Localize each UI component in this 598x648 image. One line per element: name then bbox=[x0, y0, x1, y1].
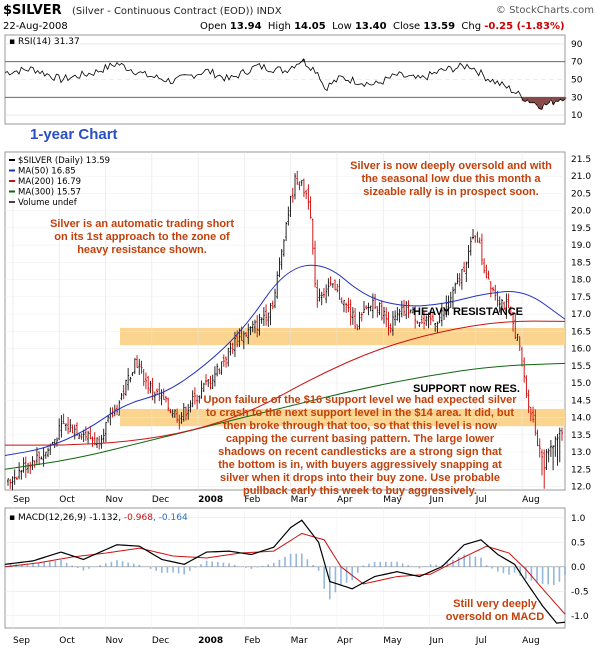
price-tick-label: 20.5 bbox=[571, 189, 591, 199]
rsi-oversold-fill bbox=[521, 97, 567, 110]
heavy-resistance-band bbox=[120, 327, 565, 346]
macd-histogram-value: , -0.164 bbox=[153, 513, 188, 523]
one-year-chart-label: 1-year Chart bbox=[30, 126, 118, 143]
macd-month-label: Sep bbox=[13, 636, 30, 646]
macd-month-label: Jun bbox=[429, 636, 444, 646]
price-tick-label: 16.5 bbox=[571, 327, 591, 337]
month-label: Mar bbox=[291, 495, 308, 505]
macd-month-label: Oct bbox=[59, 636, 75, 646]
price-tick-label: 21.5 bbox=[571, 155, 591, 165]
ma50-line bbox=[4, 264, 566, 457]
macd-tick-label: 0.0 bbox=[571, 563, 586, 573]
macd-tick-label: 1.0 bbox=[571, 514, 586, 524]
chg-value: -0.25 (-1.83%) bbox=[484, 21, 565, 32]
low-label: Low bbox=[332, 21, 352, 32]
price-tick-label: 14.5 bbox=[571, 396, 591, 406]
macd-month-label: Mar bbox=[291, 636, 308, 646]
legend-item: Volume undef bbox=[18, 198, 78, 208]
price-tick-label: 12.0 bbox=[571, 483, 591, 493]
price-tick-label: 17.0 bbox=[571, 310, 591, 320]
macd-line bbox=[4, 519, 566, 624]
month-label: Aug bbox=[522, 495, 540, 505]
month-label: Feb bbox=[244, 495, 260, 505]
brand-label[interactable]: © StockCharts.com bbox=[495, 5, 594, 16]
legend-item: MA(300) 15.57 bbox=[18, 188, 81, 198]
open-label: Open bbox=[200, 21, 227, 32]
price-tick-label: 20.0 bbox=[571, 207, 591, 217]
high-value: 14.05 bbox=[294, 21, 326, 32]
month-label: Nov bbox=[106, 495, 124, 505]
price-tick-label: 13.0 bbox=[571, 448, 591, 458]
close-label: Close bbox=[392, 21, 421, 32]
price-tick-label: 17.5 bbox=[571, 293, 591, 303]
price-tick-label: 16.0 bbox=[571, 345, 591, 355]
note-macd: Still very deeply oversold on MACD bbox=[445, 598, 545, 623]
month-label: Jun bbox=[429, 495, 444, 505]
month-label: Oct bbox=[59, 495, 75, 505]
chart-header: $SILVER (Silver - Continuous Contract (E… bbox=[0, 0, 598, 34]
price-tick-label: 21.0 bbox=[571, 172, 591, 182]
note-trading-short: Silver is an automatic trading short on … bbox=[50, 218, 234, 256]
rsi-label: ▪ RSI(14) 31.37 bbox=[9, 37, 80, 47]
close-value: 13.59 bbox=[423, 21, 456, 32]
price-tick-label: 13.5 bbox=[571, 431, 591, 441]
macd-month-label: May bbox=[383, 636, 402, 646]
low-value: 13.40 bbox=[354, 21, 387, 32]
price-tick-label: 15.5 bbox=[571, 362, 591, 372]
price-tick-label: 19.0 bbox=[571, 241, 591, 251]
macd-signal-value: -0.968 bbox=[124, 513, 153, 523]
ma300-line bbox=[4, 362, 566, 470]
symbol-description: (Silver - Continuous Contract (EOD)) IND… bbox=[72, 6, 282, 17]
macd-label-name: ▪ MACD(12,26,9) bbox=[9, 513, 89, 523]
symbol-title: $SILVER bbox=[3, 3, 62, 18]
macd-month-label: Jul bbox=[475, 636, 487, 646]
chart-date: 22-Aug-2008 bbox=[3, 21, 68, 32]
macd-value: -1.132, bbox=[89, 513, 124, 523]
price-tick-label: 14.0 bbox=[571, 414, 591, 424]
month-label: 2008 bbox=[198, 495, 223, 505]
note-support-failure: Upon failure of the $16 support level we… bbox=[203, 394, 517, 497]
macd-signal-line bbox=[4, 532, 566, 615]
month-label: Jul bbox=[475, 495, 487, 505]
ohlc-quote: Open 13.94 High 14.05 Low 13.40 Close 13… bbox=[200, 21, 565, 32]
macd-month-label: Aug bbox=[522, 636, 540, 646]
rsi-tick-label: 70 bbox=[571, 58, 583, 68]
macd-month-label: Nov bbox=[106, 636, 124, 646]
note-oversold: Silver is now deeply oversold and with t… bbox=[350, 160, 552, 198]
price-tick-label: 18.0 bbox=[571, 276, 591, 286]
macd-tick-label: 0.5 bbox=[571, 538, 585, 548]
macd-label: ▪ MACD(12,26,9) -1.132, -0.968, -0.164 bbox=[9, 513, 188, 523]
month-label: Dec bbox=[152, 495, 169, 505]
chg-label: Chg bbox=[461, 21, 482, 32]
high-label: High bbox=[267, 21, 291, 32]
price-panel-frame bbox=[4, 151, 566, 491]
open-value: 13.94 bbox=[229, 21, 262, 32]
price-tick-label: 18.5 bbox=[571, 258, 591, 268]
heavy-resistance-label: HEAVY RESISTANCE bbox=[413, 306, 524, 318]
support-resistance-label: SUPPORT now RES. bbox=[413, 383, 520, 395]
month-label: Sep bbox=[13, 495, 30, 505]
rsi-line bbox=[4, 58, 566, 110]
price-tick-label: 19.5 bbox=[571, 224, 591, 234]
macd-panel-frame bbox=[4, 507, 566, 629]
rsi-tick-label: 50 bbox=[571, 76, 583, 86]
macd-month-label: Dec bbox=[152, 636, 169, 646]
legend-item: MA(200) 16.79 bbox=[18, 177, 81, 187]
rsi-tick-label: 90 bbox=[571, 40, 583, 50]
legend-item: MA(50) 16.85 bbox=[18, 167, 76, 177]
macd-month-label: Feb bbox=[244, 636, 260, 646]
macd-month-label: Apr bbox=[337, 636, 353, 646]
legend-item: $SILVER (Daily) 13.59 bbox=[18, 156, 110, 166]
macd-tick-label: -0.5 bbox=[571, 587, 589, 597]
month-label: Apr bbox=[337, 495, 353, 505]
price-tick-label: 12.5 bbox=[571, 465, 591, 475]
rsi-tick-label: 10 bbox=[571, 111, 583, 121]
price-tick-label: 15.0 bbox=[571, 379, 591, 389]
macd-tick-label: -1.0 bbox=[571, 612, 589, 622]
month-label: May bbox=[383, 495, 402, 505]
ma200-line bbox=[4, 320, 566, 446]
rsi-tick-label: 30 bbox=[571, 93, 583, 103]
macd-month-label: 2008 bbox=[198, 636, 223, 646]
